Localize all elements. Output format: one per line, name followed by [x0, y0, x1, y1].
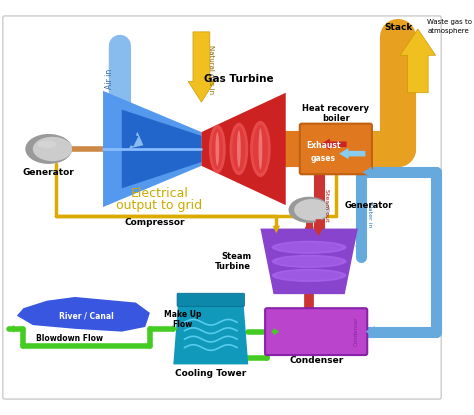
FancyArrow shape: [129, 132, 143, 149]
Text: Heat recovery: Heat recovery: [302, 104, 369, 113]
Ellipse shape: [212, 128, 223, 170]
Text: Water in: Water in: [366, 201, 372, 228]
FancyArrow shape: [320, 139, 346, 150]
FancyArrow shape: [365, 326, 375, 337]
Polygon shape: [173, 303, 248, 364]
Ellipse shape: [272, 269, 346, 282]
Ellipse shape: [276, 257, 342, 266]
Text: Make Up: Make Up: [164, 310, 201, 319]
FancyArrow shape: [313, 219, 324, 236]
Ellipse shape: [253, 124, 268, 173]
Text: Cooling Tower: Cooling Tower: [175, 369, 246, 378]
Ellipse shape: [209, 124, 226, 173]
FancyBboxPatch shape: [177, 293, 245, 306]
Ellipse shape: [216, 132, 219, 166]
Polygon shape: [122, 110, 201, 188]
Ellipse shape: [25, 134, 72, 164]
Polygon shape: [17, 297, 150, 332]
Text: Natural gas in: Natural gas in: [208, 45, 214, 94]
FancyArrow shape: [339, 148, 365, 159]
Text: River / Canal: River / Canal: [59, 311, 114, 320]
Polygon shape: [260, 229, 358, 294]
Ellipse shape: [272, 241, 346, 254]
Ellipse shape: [276, 243, 342, 252]
Text: Stack: Stack: [384, 23, 412, 32]
Text: boiler: boiler: [322, 115, 350, 124]
FancyBboxPatch shape: [265, 308, 367, 355]
Text: Blowdown Flow: Blowdown Flow: [36, 334, 102, 343]
Text: gases: gases: [310, 154, 336, 163]
Text: Flow: Flow: [173, 320, 193, 329]
Text: atmosphere: atmosphere: [427, 28, 469, 34]
FancyBboxPatch shape: [3, 16, 441, 399]
Text: Generator: Generator: [345, 201, 393, 210]
Text: Generator: Generator: [23, 168, 74, 177]
FancyBboxPatch shape: [300, 124, 372, 174]
FancyArrow shape: [400, 29, 436, 93]
Ellipse shape: [276, 271, 342, 280]
Polygon shape: [301, 125, 370, 172]
Ellipse shape: [250, 121, 271, 177]
Text: output to grid: output to grid: [116, 199, 202, 212]
FancyArrow shape: [169, 325, 178, 332]
Ellipse shape: [37, 141, 56, 148]
Text: Waste gas to: Waste gas to: [427, 20, 472, 25]
Text: Condenser: Condenser: [354, 317, 358, 347]
Text: Condenser: Condenser: [289, 356, 343, 365]
Text: Gas Turbine: Gas Turbine: [204, 74, 273, 84]
Text: Compressor: Compressor: [124, 217, 185, 227]
Ellipse shape: [232, 127, 246, 171]
FancyArrow shape: [188, 32, 215, 102]
Ellipse shape: [33, 137, 72, 161]
Ellipse shape: [289, 197, 330, 223]
Text: Exhaust: Exhaust: [306, 141, 340, 150]
Ellipse shape: [294, 199, 330, 221]
FancyArrow shape: [272, 328, 279, 335]
Ellipse shape: [272, 255, 346, 268]
Ellipse shape: [237, 130, 241, 168]
FancyArrow shape: [273, 222, 280, 233]
Text: Air in: Air in: [105, 68, 114, 89]
Ellipse shape: [229, 123, 248, 175]
Text: Steam
Turbine: Steam Turbine: [215, 251, 251, 271]
Text: Steam out: Steam out: [324, 189, 328, 222]
FancyArrow shape: [9, 325, 14, 332]
Ellipse shape: [258, 128, 262, 170]
FancyArrow shape: [355, 238, 366, 255]
Text: Electrical: Electrical: [130, 188, 188, 200]
FancyArrow shape: [363, 167, 375, 178]
Polygon shape: [201, 93, 286, 205]
Polygon shape: [103, 91, 201, 207]
